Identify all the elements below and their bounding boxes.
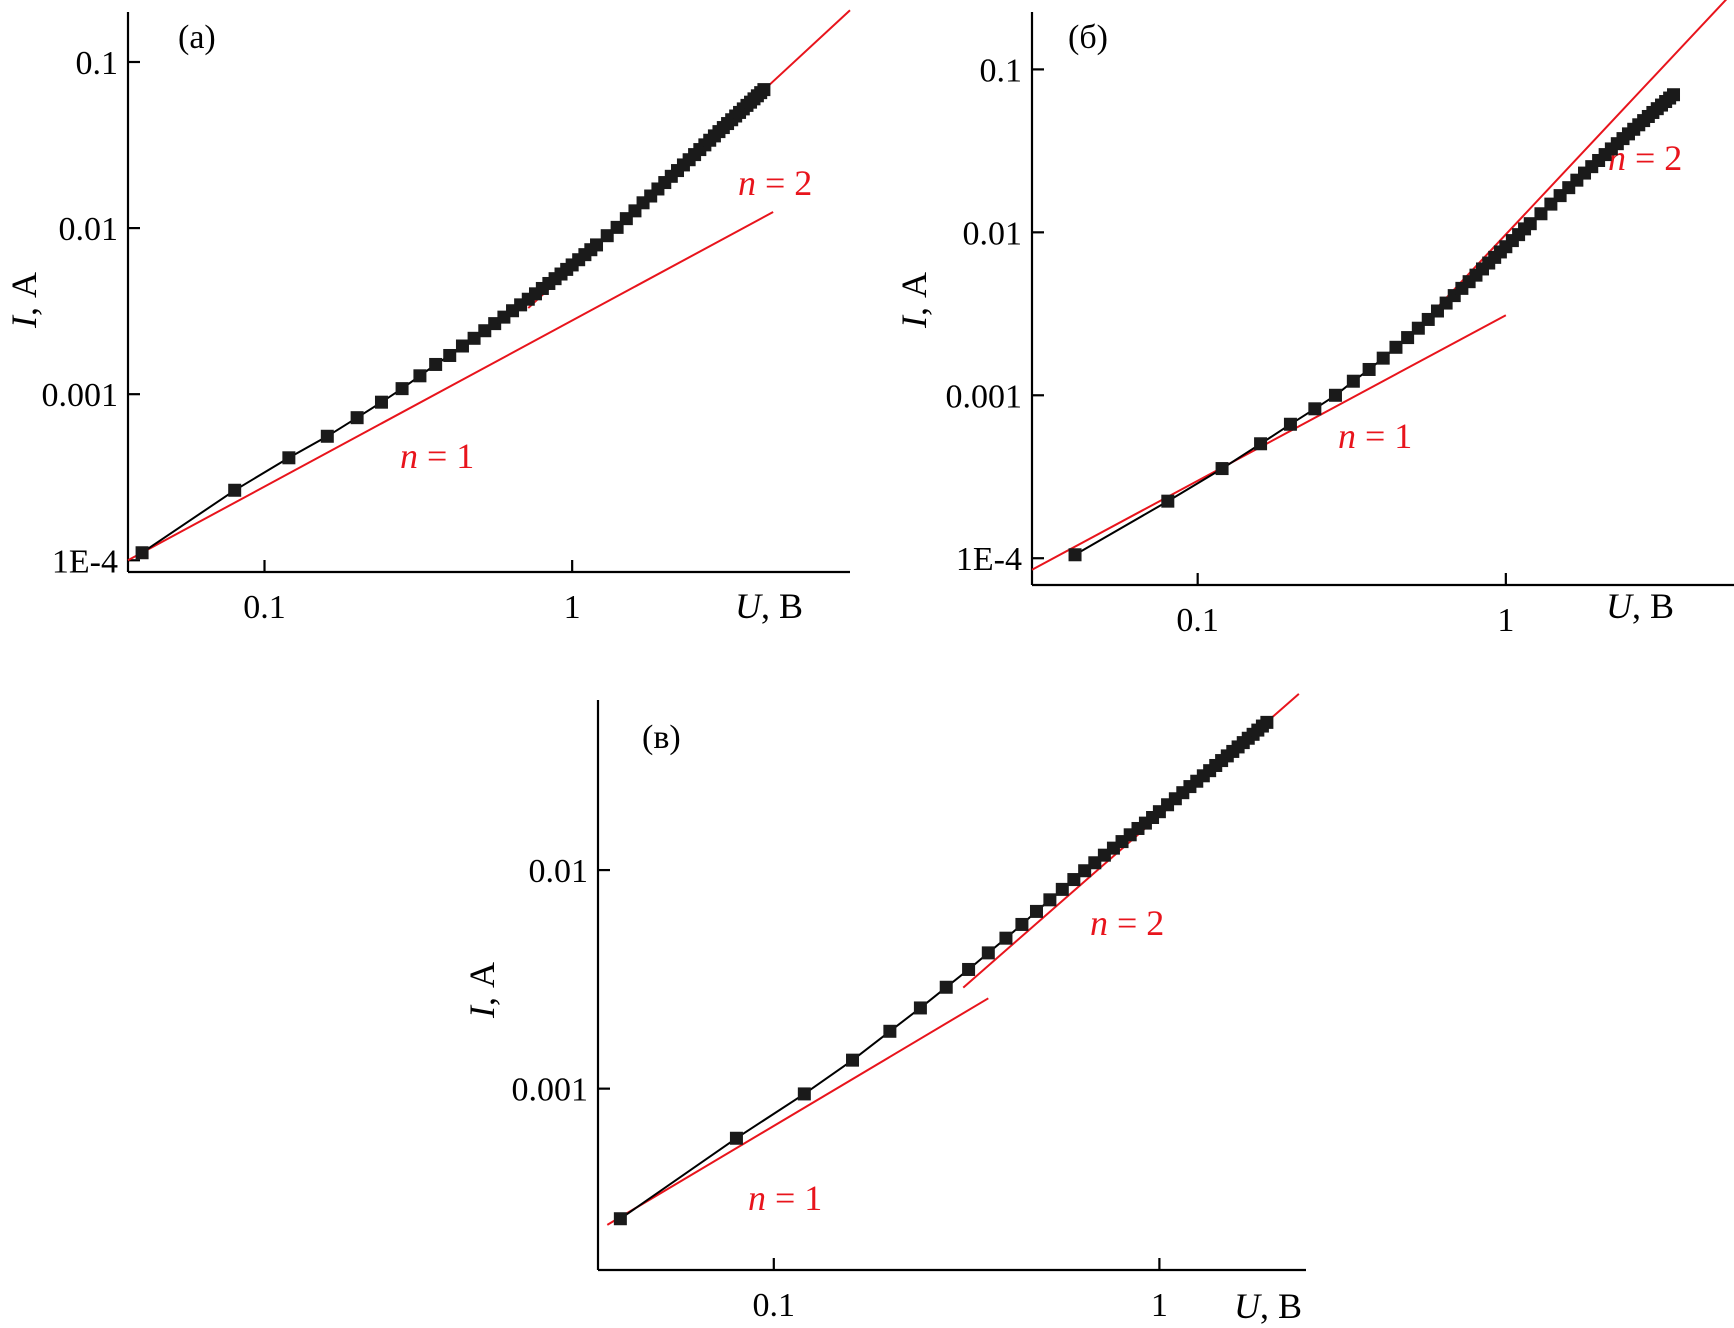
fit-line-1 <box>606 997 989 1226</box>
x-tick-label: 0.1 <box>243 589 286 626</box>
data-point <box>429 357 443 371</box>
data-point <box>1254 437 1268 451</box>
data-point <box>962 962 976 976</box>
y-tick-label: 0.1 <box>76 45 119 82</box>
x-tick-label: 1 <box>1497 602 1514 639</box>
panel-label: (б) <box>1068 19 1108 56</box>
data-point <box>1362 362 1376 376</box>
series-line <box>141 88 765 554</box>
data-point <box>395 382 409 396</box>
data-point <box>1078 864 1092 878</box>
y-tick-label: 0.001 <box>512 1072 589 1109</box>
data-point <box>1389 340 1403 354</box>
data-point <box>478 324 492 338</box>
fit-label-1: n = 1 <box>748 1178 822 1218</box>
y-tick-label: 0.01 <box>529 853 589 890</box>
data-point <box>590 238 604 252</box>
data-point <box>1029 904 1043 918</box>
fit-label-1: n = 1 <box>400 436 474 476</box>
data-point <box>981 946 995 960</box>
fit-line-1 <box>127 211 774 562</box>
fit-line-1 <box>1031 314 1507 571</box>
data-point <box>455 339 469 353</box>
data-point <box>1346 374 1360 388</box>
data-point <box>1523 217 1537 231</box>
chart-panel-3: 0.1 1 0.001 0.01 I, А U, В (в) n = 1 n = 2 <box>462 693 1306 1326</box>
fit-label-1: n = 1 <box>1338 416 1412 456</box>
data-point <box>757 83 771 97</box>
data-point <box>1328 388 1342 402</box>
x-tick-label: 1 <box>564 589 581 626</box>
x-axis-title: U, В <box>735 586 803 626</box>
data-point <box>282 451 296 465</box>
data-point <box>999 931 1013 945</box>
x-tick-label: 1 <box>1151 1287 1168 1324</box>
data-point <box>1376 351 1390 365</box>
y-tick-label: 0.1 <box>980 52 1023 89</box>
data-point <box>939 980 953 994</box>
data-point <box>135 546 149 560</box>
x-tick-label: 0.1 <box>753 1287 796 1324</box>
data-point <box>600 229 614 243</box>
fit-label-2: n = 2 <box>738 163 812 203</box>
data-point <box>1215 462 1229 476</box>
y-tick-label: 0.01 <box>59 211 119 248</box>
data-point <box>1411 321 1425 335</box>
chart-panel-1: 0.1 1 1E-4 0.001 0.01 0.1 I, А U, В (а) n = 1 n = … <box>4 9 851 626</box>
y-tick-label: 1E-4 <box>52 543 118 580</box>
fit-label-2: n = 2 <box>1090 903 1164 943</box>
y-axis-title: I, А <box>4 272 44 329</box>
x-tick-label: 0.1 <box>1176 602 1219 639</box>
series-line <box>1074 93 1675 556</box>
data-point <box>729 1131 743 1145</box>
data-point <box>1067 873 1081 887</box>
y-tick-label: 1E-4 <box>956 541 1022 578</box>
x-axis-title: U, В <box>1234 1286 1302 1326</box>
y-tick-label: 0.01 <box>963 215 1023 252</box>
data-point <box>1043 893 1057 907</box>
y-axis-title: I, А <box>894 272 934 329</box>
panel-label: (а) <box>178 19 216 56</box>
data-point <box>797 1087 811 1101</box>
data-point <box>883 1024 897 1038</box>
data-point <box>613 1212 627 1226</box>
data-point <box>1055 882 1069 896</box>
data-point <box>1015 917 1029 931</box>
data-point <box>320 429 334 443</box>
data-point <box>443 348 457 362</box>
data-point <box>913 1001 927 1015</box>
data-point <box>1534 207 1548 221</box>
x-axis-title: U, В <box>1606 586 1674 626</box>
data-point <box>846 1053 860 1067</box>
data-point <box>467 331 481 345</box>
data-point <box>374 395 388 409</box>
data-point <box>350 411 364 425</box>
data-point <box>1260 715 1274 729</box>
data-point <box>1308 402 1322 416</box>
data-point <box>1161 494 1175 508</box>
y-tick-label: 0.001 <box>946 378 1023 415</box>
data-point <box>1667 88 1681 102</box>
panel-label: (в) <box>642 719 681 756</box>
data-point <box>228 483 242 497</box>
data-point <box>1283 417 1297 431</box>
data-point <box>1068 548 1082 562</box>
data-point <box>1401 331 1415 345</box>
y-tick-label: 0.001 <box>42 377 119 414</box>
y-axis-title: I, А <box>462 962 502 1019</box>
data-point <box>413 369 427 383</box>
